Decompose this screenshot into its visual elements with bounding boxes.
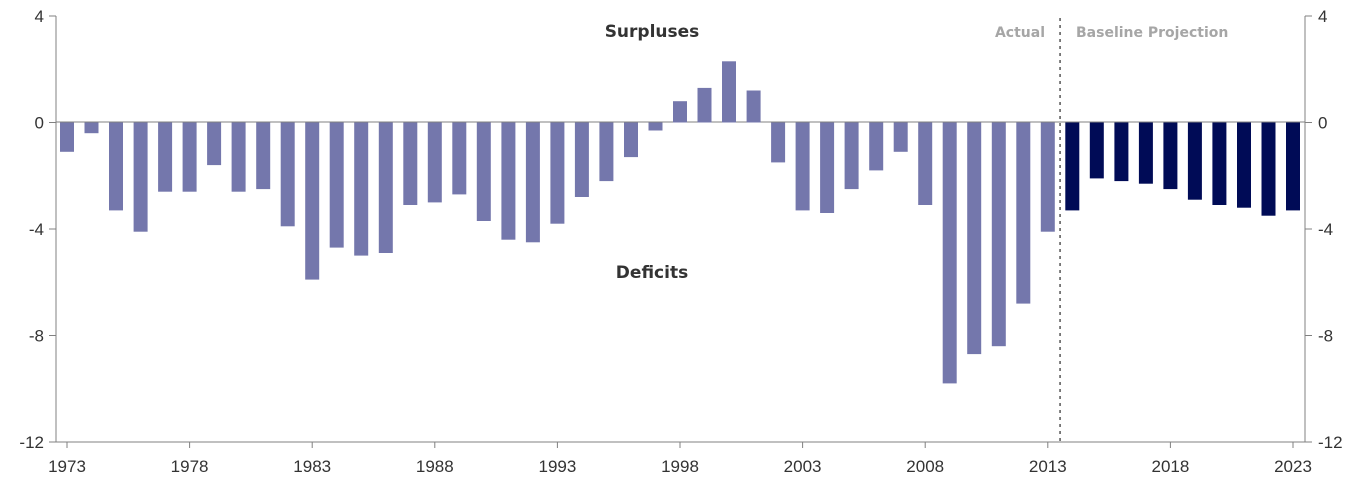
bar-actual-1988 <box>427 122 442 203</box>
bar-actual-2012 <box>1016 122 1031 304</box>
bar-actual-1984 <box>329 122 344 248</box>
bar-actual-1975 <box>109 122 123 211</box>
bar-actual-1976 <box>133 122 148 232</box>
x-tick-label: 1978 <box>171 457 209 476</box>
right-y-tick-label: -12 <box>1318 433 1343 452</box>
bar-projection-2018 <box>1163 122 1178 190</box>
bar-actual-2000 <box>722 61 736 123</box>
x-ticks: 1973 1978 1983 1988 1993 1998 2003 2008 2013 2018… <box>48 442 1312 476</box>
bar-projection-2021 <box>1237 122 1251 208</box>
bar-actual-1980 <box>231 122 246 192</box>
left-y-tick-label: -8 <box>29 327 44 346</box>
bar-projection-2015 <box>1089 122 1104 179</box>
x-tick-label: 1973 <box>48 457 86 476</box>
bars <box>60 61 1300 384</box>
bar-actual-2008 <box>918 122 933 205</box>
bar-actual-1994 <box>574 122 589 197</box>
bar-actual-1983 <box>305 122 320 280</box>
bar-actual-2007 <box>893 122 908 152</box>
x-tick-label: 2018 <box>1151 457 1189 476</box>
bar-projection-2022 <box>1261 122 1276 216</box>
bar-actual-2010 <box>967 122 982 355</box>
bar-actual-1991 <box>501 122 516 240</box>
bar-actual-1989 <box>452 122 467 195</box>
x-tick-label: 2003 <box>784 457 822 476</box>
bar-actual-1982 <box>280 122 295 227</box>
bar-actual-1979 <box>207 122 222 166</box>
x-tick-label: 2008 <box>906 457 944 476</box>
bar-projection-2020 <box>1212 122 1227 205</box>
bar-actual-2006 <box>869 122 884 171</box>
bar-actual-1992 <box>525 122 540 243</box>
bar-actual-1993 <box>550 122 565 224</box>
bar-actual-1986 <box>378 122 393 253</box>
bar-actual-2009 <box>942 122 957 384</box>
x-tick-label: 2023 <box>1274 457 1312 476</box>
bar-actual-1987 <box>403 122 418 205</box>
bar-actual-1999 <box>697 87 712 123</box>
deficits-label: Deficits <box>616 263 688 283</box>
left-y-tick-label: -12 <box>19 433 44 452</box>
bar-projection-2019 <box>1187 122 1202 200</box>
right-y-tick-label: 4 <box>1318 7 1327 26</box>
bar-actual-1996 <box>624 122 638 158</box>
right-y-tick-label: -8 <box>1318 327 1333 346</box>
bar-actual-1985 <box>354 122 369 256</box>
x-tick-label: 1998 <box>661 457 699 476</box>
bar-projection-2017 <box>1138 122 1153 184</box>
bar-actual-1977 <box>158 122 173 192</box>
bar-actual-1974 <box>84 122 99 134</box>
bar-actual-2005 <box>844 122 859 190</box>
left-y-tick-label: 0 <box>35 114 44 133</box>
bar-actual-2011 <box>991 122 1006 347</box>
bar-actual-1995 <box>599 122 614 182</box>
bar-actual-1997 <box>648 122 663 131</box>
bar-actual-1973 <box>60 122 74 152</box>
bar-actual-2003 <box>795 122 810 211</box>
bar-projection-2023 <box>1286 122 1300 211</box>
right-y-ticks: 4 0 -4 -8 -12 <box>1305 7 1343 452</box>
x-tick-label: 1993 <box>538 457 576 476</box>
bar-actual-2001 <box>746 90 761 123</box>
plot-area: 4 0 -4 -8 -12 4 0 -4 -8 -12 1973 1978 1983 1988 1993… <box>19 7 1342 476</box>
actual-label: Actual <box>995 25 1045 41</box>
x-tick-label: 2013 <box>1029 457 1067 476</box>
bar-actual-1998 <box>673 101 687 123</box>
bar-projection-2014 <box>1065 122 1080 211</box>
left-y-tick-label: 4 <box>35 7 44 26</box>
bar-actual-1990 <box>476 122 491 221</box>
right-y-tick-label: -4 <box>1318 220 1333 239</box>
bar-actual-2002 <box>771 122 786 163</box>
bar-actual-2013 <box>1040 122 1055 232</box>
surpluses-label: Surpluses <box>605 22 700 42</box>
x-tick-label: 1983 <box>293 457 331 476</box>
bar-projection-2016 <box>1114 122 1129 182</box>
left-y-ticks: 4 0 -4 -8 -12 <box>19 7 56 452</box>
bar-actual-1981 <box>256 122 271 190</box>
x-tick-label: 1988 <box>416 457 454 476</box>
right-y-tick-label: 0 <box>1318 114 1327 133</box>
bar-actual-2004 <box>820 122 835 213</box>
bar-actual-1978 <box>182 122 197 192</box>
left-y-tick-label: -4 <box>29 220 44 239</box>
projection-label: Baseline Projection <box>1076 25 1228 41</box>
